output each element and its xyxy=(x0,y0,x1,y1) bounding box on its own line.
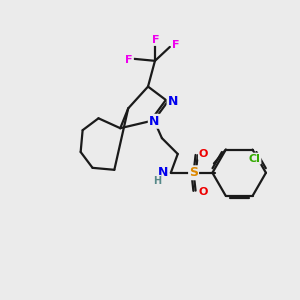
Text: F: F xyxy=(152,35,160,45)
Text: N: N xyxy=(149,115,159,128)
Text: F: F xyxy=(172,40,179,50)
Text: S: S xyxy=(189,166,198,179)
Text: N: N xyxy=(158,166,168,179)
Text: F: F xyxy=(125,55,133,65)
Text: H: H xyxy=(153,176,161,186)
Text: O: O xyxy=(199,149,208,159)
Text: N: N xyxy=(168,95,178,108)
Text: O: O xyxy=(199,187,208,196)
Text: Cl: Cl xyxy=(249,154,260,164)
